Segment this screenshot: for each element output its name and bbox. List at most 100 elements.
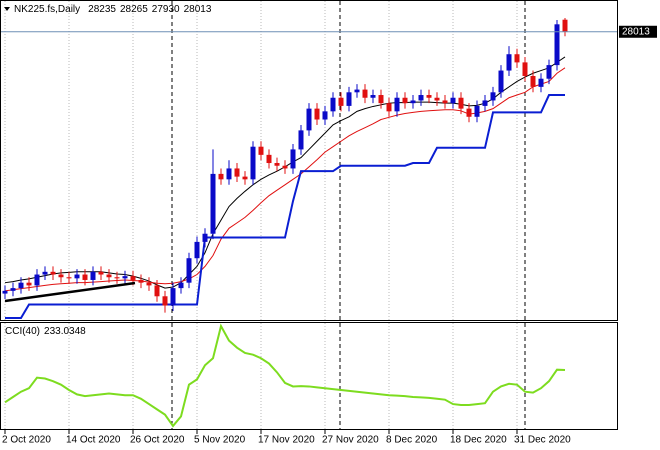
candle-body	[10, 288, 16, 291]
header-text: NK225.fs,Daily 28235 28265 27930 28013	[14, 4, 212, 15]
header: NK225.fs,Daily 28235 28265 27930 28013 CCI(4…	[4, 4, 212, 337]
candle-body	[546, 65, 552, 79]
candle-body	[554, 24, 560, 66]
candle-body	[498, 70, 504, 93]
x-tick-label: 18 Dec 2020	[450, 435, 507, 446]
x-tick-label: 14 Oct 2020	[66, 435, 121, 446]
cci-value: 233.0348	[44, 326, 86, 337]
candle-body	[106, 274, 112, 278]
candle-body	[530, 75, 536, 87]
candle-body	[378, 95, 384, 104]
cci-title: CCI(40)	[5, 326, 40, 337]
candle-body	[322, 111, 328, 120]
candle-body	[186, 258, 192, 283]
candle-body	[306, 108, 312, 131]
price-label: 28013	[622, 26, 650, 37]
candle-body	[490, 92, 496, 101]
candle-body	[42, 271, 48, 275]
candle-body	[346, 92, 352, 106]
candle-body	[330, 97, 336, 112]
candle-body	[218, 173, 224, 180]
indicator-line	[4, 323, 566, 428]
main-panel	[0, 0, 618, 321]
candle-body	[522, 62, 528, 76]
x-tick-label: 2 Oct 2020	[2, 435, 51, 446]
candle-body	[394, 97, 400, 112]
candle-body	[138, 279, 144, 283]
menu-arrow	[4, 7, 10, 11]
candle-body	[338, 97, 344, 106]
candle-body	[258, 146, 264, 155]
candle-body	[474, 105, 480, 117]
candle-body	[170, 288, 176, 306]
candle-body	[90, 271, 96, 280]
candle-body	[274, 163, 280, 166]
period-separators	[171, 1, 526, 429]
candle-body	[122, 276, 128, 279]
indicator-line	[4, 67, 566, 292]
candle-body	[402, 97, 408, 104]
candle-body	[562, 19, 568, 32]
candle-body	[466, 108, 472, 117]
indicator-line	[5, 94, 565, 320]
high-value: 28265	[120, 4, 148, 15]
candle-body	[298, 130, 304, 150]
candle-body	[114, 277, 120, 279]
x-tick-label: 17 Nov 2020	[258, 435, 315, 446]
candle-body	[410, 100, 416, 104]
candle-body	[194, 241, 200, 259]
candle-body	[442, 100, 448, 104]
candle-body	[370, 95, 376, 98]
candle-body	[58, 274, 64, 278]
candle-body	[362, 89, 368, 98]
candle-body	[282, 165, 288, 169]
candle-body	[458, 97, 464, 109]
grid	[4, 1, 518, 429]
candle-body	[154, 285, 160, 297]
cci-panel	[0, 322, 618, 430]
candle-body	[506, 54, 512, 71]
labels: 28013 2 Oct 2020 14 Oct 2020 26 Oct 2020 5 N…	[2, 25, 657, 446]
candle-body	[234, 168, 240, 177]
x-tick-label: 31 Dec 2020	[514, 435, 571, 446]
x-tick-label: 5 Nov 2020	[194, 435, 246, 446]
candle-body	[34, 274, 40, 286]
candle-body	[242, 176, 248, 180]
candle-body	[226, 168, 232, 180]
candle-body	[2, 290, 8, 294]
candle-body	[250, 146, 256, 180]
candle-body	[74, 274, 80, 279]
candle-body	[426, 95, 432, 98]
candle-body	[210, 173, 216, 234]
low-value: 27930	[152, 4, 180, 15]
candle-body	[162, 296, 168, 306]
close-value: 28013	[184, 4, 212, 15]
candle-body	[434, 97, 440, 101]
x-tick-label: 8 Dec 2020	[386, 435, 438, 446]
candle-body	[418, 95, 424, 101]
trend-line	[4, 281, 136, 303]
x-tick-label: 27 Nov 2020	[322, 435, 379, 446]
candle-body	[314, 108, 320, 120]
chart-title: NK225.fs,Daily	[14, 4, 80, 15]
candle-body	[18, 282, 24, 289]
cci-header: CCI(40) 233.0348	[5, 326, 86, 337]
candle-body	[26, 282, 32, 286]
candle-body	[146, 282, 152, 286]
candle-body	[50, 271, 56, 275]
candle-body	[130, 276, 136, 280]
candle-body	[66, 277, 72, 279]
candle-body	[450, 97, 456, 104]
x-tick-label: 26 Oct 2020	[130, 435, 185, 446]
candle-body	[386, 103, 392, 112]
candle-body	[98, 271, 104, 275]
candle-body	[514, 54, 520, 63]
candle-body	[266, 154, 272, 164]
candle-body	[482, 100, 488, 106]
candle-body	[290, 149, 296, 169]
candle-body	[538, 78, 544, 87]
candle-body	[178, 282, 184, 289]
price-label-box	[619, 25, 657, 38]
